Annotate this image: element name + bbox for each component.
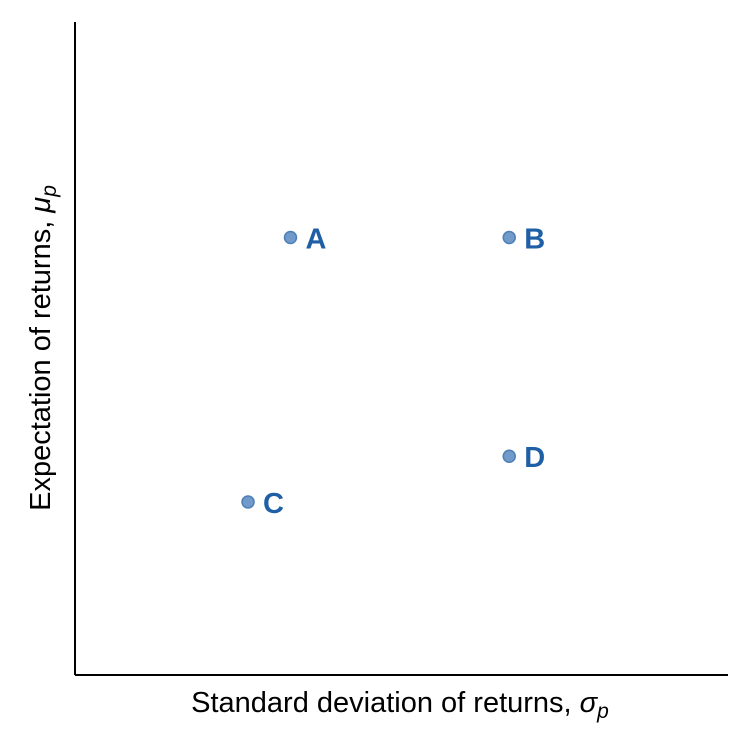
points-layer: A B C D: [241, 223, 545, 520]
y-axis-symbol: μ: [25, 197, 57, 214]
y-axis-subscript: p: [38, 185, 61, 198]
point-label-a: A: [305, 223, 326, 255]
point-label-d: D: [524, 442, 545, 474]
plot-area: A B C D: [74, 22, 728, 676]
point-c: [241, 495, 255, 509]
point-label-c: C: [263, 488, 284, 520]
point-label-b: B: [524, 223, 545, 255]
x-axis-title: Standard deviation of returns, σp: [191, 687, 609, 723]
point-a: [283, 230, 298, 245]
x-axis-symbol: σ: [580, 687, 599, 719]
x-axis-subscript: p: [596, 700, 609, 723]
point-d: [502, 449, 516, 463]
point-b: [502, 230, 516, 245]
y-axis-title: Expectation of returns, μp: [25, 185, 61, 511]
